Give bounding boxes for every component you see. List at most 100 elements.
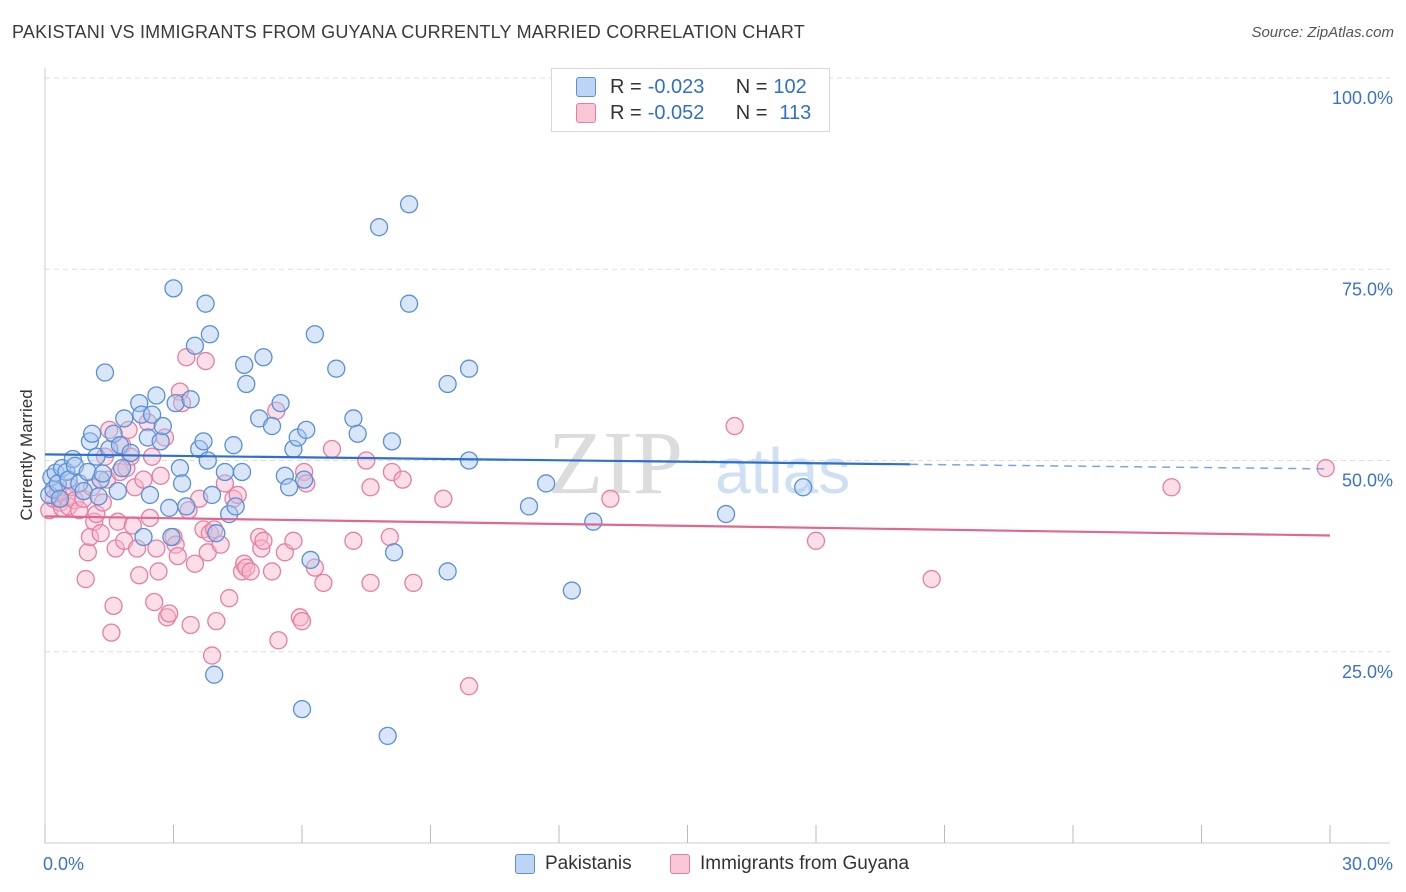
legend-n-value: 102	[773, 75, 807, 98]
pakistanis-point	[562, 581, 581, 600]
pakistanis-point	[112, 458, 132, 478]
series-swatch-blue	[515, 854, 535, 874]
pakistanis-point	[93, 464, 112, 483]
pakistanis-point	[254, 348, 273, 367]
pakistanis-point	[279, 478, 299, 497]
pakistanis-point	[399, 294, 419, 313]
pakistanis-point	[140, 485, 160, 505]
y-tick-label: 25.0%	[1342, 662, 1393, 682]
axes	[44, 68, 1390, 844]
y-tick-label: 50.0%	[1342, 471, 1393, 491]
guyana-point	[91, 524, 110, 543]
guyana-point	[344, 531, 363, 550]
guyana-point	[380, 527, 399, 547]
pakistanis-point	[142, 405, 162, 424]
pakistanis-point	[147, 386, 166, 405]
guyana-point	[361, 478, 380, 497]
legend-row-pakistanis: R = -0.023 N = 102	[552, 74, 807, 100]
guyana-point	[70, 501, 89, 520]
pakistanis-point	[224, 436, 243, 455]
legend-n-key: N =	[735, 101, 768, 124]
guyana-point	[361, 573, 380, 593]
pakistanis-point	[275, 466, 295, 485]
pakistanis-point	[292, 699, 312, 719]
pakistanis-point	[82, 424, 102, 443]
pakistanis-point	[378, 726, 397, 746]
guyana-point	[922, 569, 941, 589]
watermark-atlas: atlas	[715, 435, 850, 507]
guyana-point	[78, 543, 97, 562]
immigrants-from-guyana-points	[40, 348, 1335, 696]
pakistanis-point	[121, 443, 140, 463]
source-label: Source: ZipAtlas.com	[1251, 24, 1394, 41]
guyana-point	[357, 451, 376, 470]
pakistanis-point	[271, 393, 290, 413]
pakistanis-point	[294, 470, 314, 489]
guyana-point	[459, 677, 479, 696]
watermark-zip: ZIP	[548, 414, 683, 513]
guyana-point	[151, 466, 170, 485]
guyana-point	[254, 531, 273, 550]
pakistanis-point	[215, 462, 235, 482]
guyana-point	[322, 439, 342, 459]
y-tick-label: 75.0%	[1342, 279, 1393, 299]
pakistanis-point	[170, 458, 190, 478]
legend-r-value: -0.052	[647, 101, 705, 124]
pakistanis-point	[348, 424, 367, 443]
legend-row-guyana: R = -0.052 N = 113	[552, 100, 811, 126]
pakistanis-point	[177, 497, 196, 516]
pakistanis-point	[202, 485, 222, 505]
legend-r-key: R =	[610, 101, 642, 124]
pakistanis-point	[164, 279, 183, 298]
pakistanis-point	[151, 432, 170, 451]
series-swatch-pink	[670, 854, 690, 874]
trend-lines	[44, 453, 1331, 537]
series-legend-pakistanis: Pakistanis	[515, 852, 632, 876]
pakistanis-trend-extension	[910, 463, 1331, 470]
pakistanis-point	[50, 489, 70, 508]
guyana-point	[102, 623, 121, 642]
series-label-guyana: Immigrants from Guyana	[700, 853, 910, 874]
pakistanis-point	[584, 512, 603, 531]
guyana-point	[202, 646, 222, 665]
pakistanis-point	[162, 527, 181, 547]
series-legend-guyana: Immigrants from Guyana	[670, 852, 909, 876]
guyana-point	[76, 569, 95, 589]
pakistanis-point	[262, 416, 282, 436]
guyana-point	[434, 489, 453, 508]
pakistanis-point	[104, 424, 123, 443]
pakistanis-point	[459, 451, 479, 470]
guyana-point	[104, 596, 123, 615]
series-label-pakistanis: Pakistanis	[545, 853, 632, 874]
guyana-point	[172, 393, 192, 413]
pakistanis-point	[134, 527, 153, 547]
pakistanis-trend-line	[44, 453, 911, 466]
pakistanis-point	[384, 543, 404, 562]
legend-swatch-pink	[576, 103, 596, 123]
guyana-point	[228, 485, 247, 505]
pakistanis-point	[198, 451, 217, 470]
guyana-point	[262, 562, 282, 581]
pakistanis-point	[301, 550, 320, 570]
guyana-point	[806, 531, 826, 550]
guyana-point	[284, 531, 303, 550]
pakistanis-point	[166, 393, 185, 413]
pakistanis-point	[115, 409, 134, 428]
pakistanis-point	[716, 504, 736, 524]
pakistanis-point	[196, 294, 215, 313]
pakistanis-point	[108, 481, 127, 501]
legend-r-value: -0.023	[647, 75, 705, 98]
pakistanis-point	[537, 474, 556, 493]
pakistanis-point	[459, 359, 479, 378]
guyana-point	[601, 489, 620, 508]
y-axis-title: Currently Married	[17, 389, 36, 521]
guyana-point	[130, 566, 149, 585]
pakistanis-point	[207, 524, 226, 543]
pakistanis-point	[237, 374, 256, 394]
pakistanis-point	[305, 325, 325, 344]
guyana-point	[404, 573, 423, 593]
guyana-point	[149, 562, 168, 581]
tick-labels: 25.0% 50.0% 75.0% 100.0% 0.0% 30.0%	[43, 88, 1393, 874]
guyana-point	[134, 470, 153, 489]
guyana-point	[220, 589, 239, 608]
